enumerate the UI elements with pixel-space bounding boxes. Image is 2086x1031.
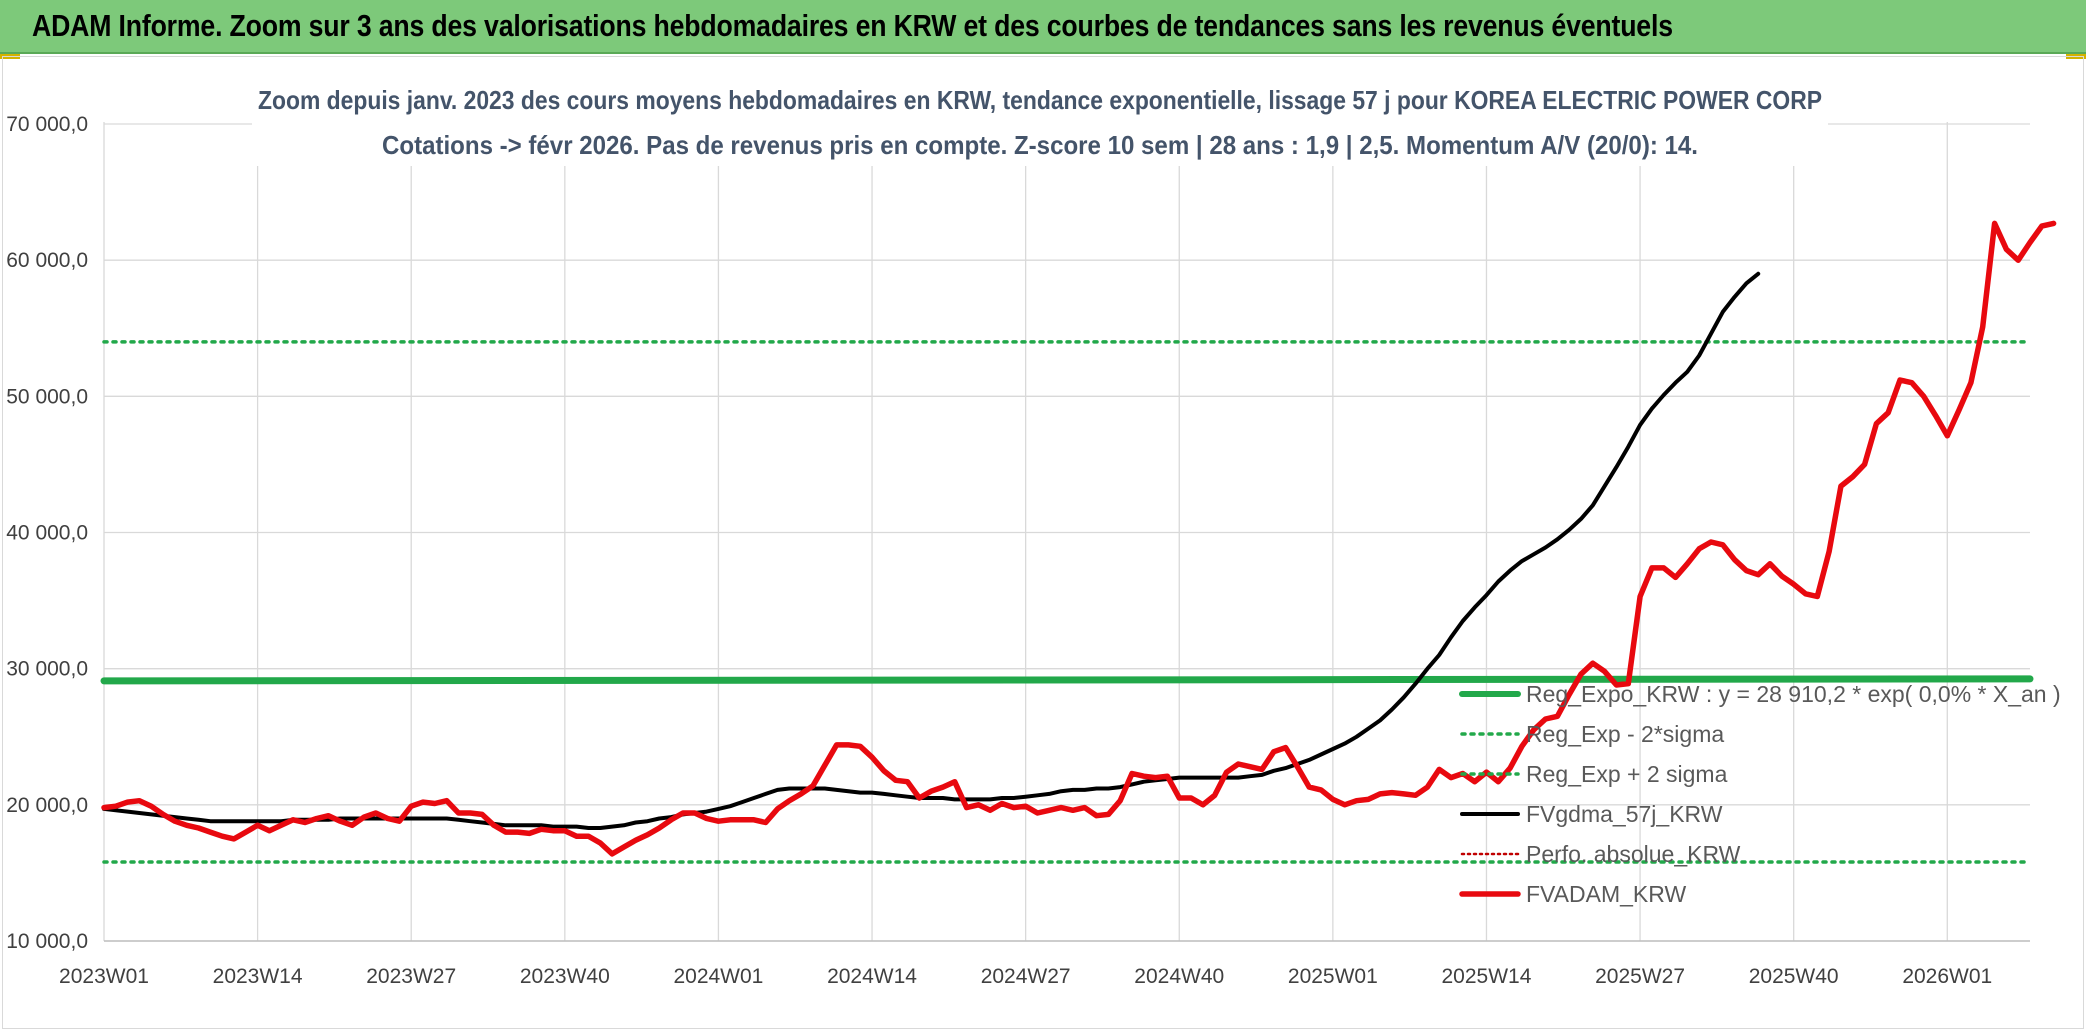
x-tick-label: 2024W14: [827, 965, 917, 988]
chart-legend: Reg_Expo_KRW : y = 28 910,2 * exp( 0,0% …: [1459, 681, 2061, 907]
y-tick-label: 50 000,0: [6, 385, 88, 408]
fvgdma-line-legend-label: FVgdma_57j_KRW: [1526, 801, 1723, 827]
y-tick-label: 40 000,0: [6, 522, 88, 545]
x-tick-label: 2024W40: [1134, 965, 1224, 988]
reg-expo-line: [100, 675, 2034, 685]
x-tick-label: 2024W27: [981, 965, 1071, 988]
y-axis-ticks: 10 000,0 20 000,0 30 000,0 40 000,0 50 000,0…: [6, 113, 88, 953]
x-axis-ticks: 2023W01 2023W14 2023W27 2023W40 2024W01 2024W…: [59, 965, 1992, 988]
y-tick-label: 70 000,0: [6, 113, 88, 136]
chart-title-background: [252, 79, 1828, 166]
report-banner-title: ADAM Informe. Zoom sur 3 ans des valoris…: [32, 8, 1673, 43]
fvadam-line-legend-label: FVADAM_KRW: [1526, 881, 1686, 907]
x-tick-label: 2026W01: [1902, 965, 1992, 988]
report-banner: ADAM Informe. Zoom sur 3 ans des valoris…: [0, 0, 2086, 54]
chart-title-line-2: Cotations -> févr 2026. Pas de revenus p…: [382, 130, 1698, 160]
perfo-line-legend-label: Perfo. absolue_KRW: [1526, 841, 1741, 867]
y-tick-label: 30 000,0: [6, 658, 88, 681]
chart-series: [100, 220, 2057, 864]
x-tick-label: 2023W40: [520, 965, 610, 988]
x-tick-label: 2023W01: [59, 965, 149, 988]
reg-expo-line-legend-label: Reg_Expo_KRW : y = 28 910,2 * exp( 0,0% …: [1526, 681, 2061, 707]
y-tick-label: 10 000,0: [6, 930, 88, 953]
sigma-plus-line-legend-label: Reg_Exp + 2 sigma: [1526, 761, 1728, 787]
x-tick-label: 2023W14: [213, 965, 303, 988]
y-tick-label: 60 000,0: [6, 249, 88, 272]
x-tick-label: 2025W14: [1442, 965, 1532, 988]
chart-grid: [103, 122, 2030, 942]
chart-title-line-1: Zoom depuis janv. 2023 des cours moyens …: [258, 85, 1822, 115]
fvgdma-line: [102, 271, 1761, 830]
x-tick-label: 2025W27: [1595, 965, 1685, 988]
y-tick-label: 20 000,0: [6, 794, 88, 817]
chart-frame: [2, 56, 2084, 1029]
x-tick-label: 2023W27: [366, 965, 456, 988]
fvadam-line: [101, 220, 2057, 857]
x-tick-label: 2025W40: [1749, 965, 1839, 988]
x-tick-label: 2024W01: [673, 965, 763, 988]
x-tick-label: 2025W01: [1288, 965, 1378, 988]
sigma-minus-line-legend-label: Reg_Exp - 2*sigma: [1526, 721, 1724, 747]
